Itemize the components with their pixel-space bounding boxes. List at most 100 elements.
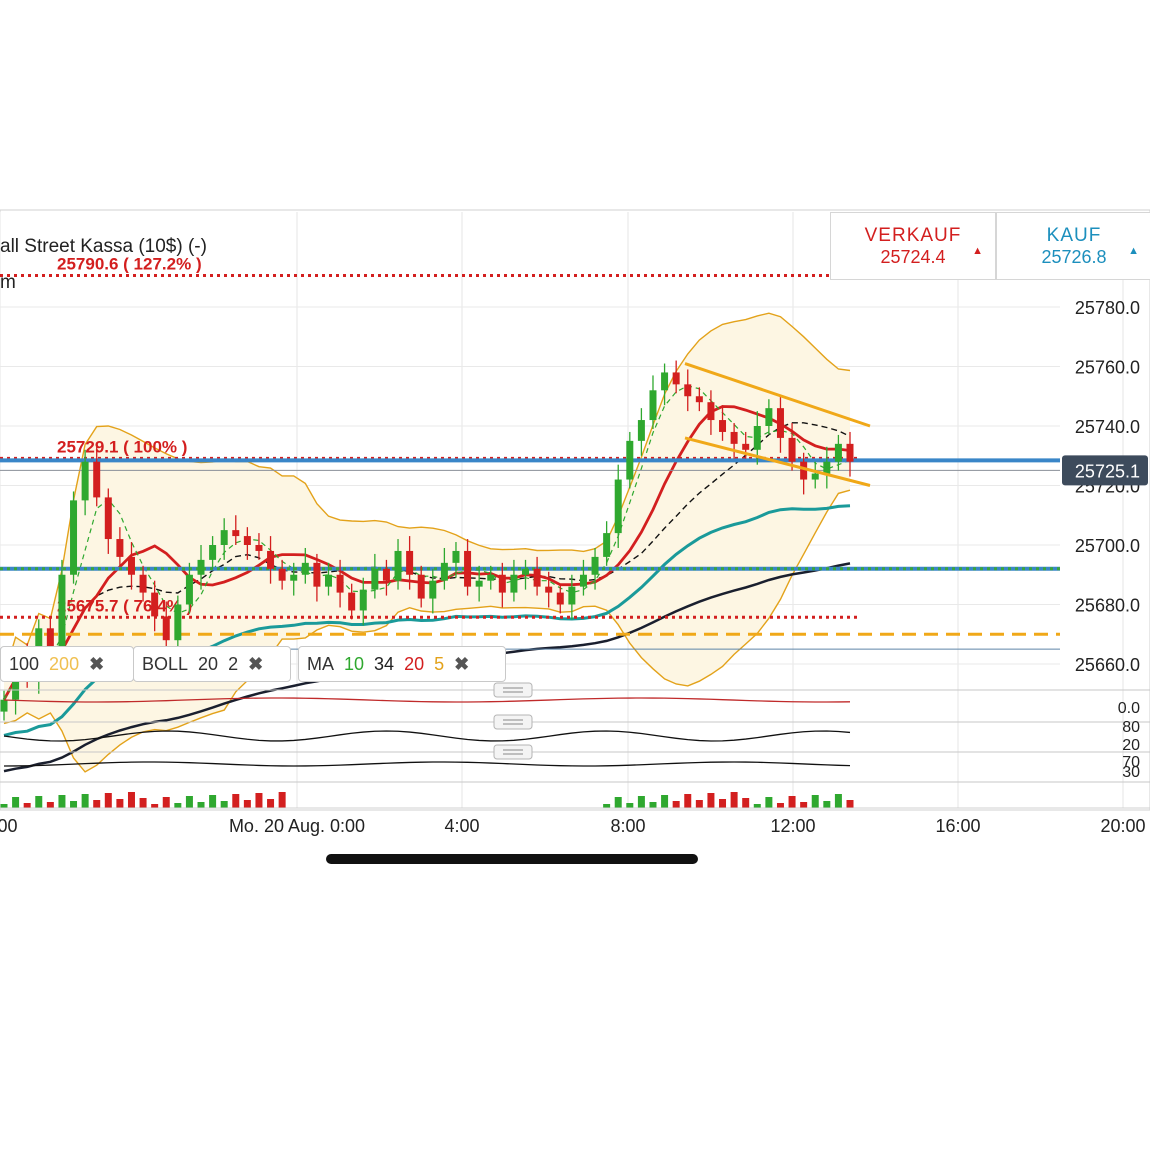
candle-body (116, 539, 124, 557)
x-tick-label: 4:00 (444, 816, 479, 836)
panel-resize-handle (493, 744, 533, 760)
candle-body (684, 384, 692, 397)
candle-body (0, 699, 8, 712)
indicator-chip-sma[interactable]: 100 200 ✖ (0, 646, 134, 682)
volume-bar (93, 800, 101, 808)
volume-bar (174, 803, 182, 808)
current-price-value: 25725.1 (1075, 461, 1140, 481)
volume-bar (70, 801, 78, 808)
indicator-chip-boll[interactable]: BOLL 20 2 ✖ (133, 646, 291, 682)
home-indicator[interactable] (326, 854, 698, 864)
volume-bar (672, 801, 680, 808)
volume-bar (139, 798, 147, 808)
candle-body (139, 574, 147, 593)
candle-body (522, 568, 530, 575)
volume-bar (811, 795, 819, 808)
candle-body (197, 559, 205, 575)
candle-body (707, 402, 715, 421)
candle-body (70, 500, 78, 575)
candle-body (348, 592, 356, 611)
timeframe-label: m (0, 272, 16, 293)
volume-bar (753, 804, 761, 808)
ma-34-line (3, 422, 851, 701)
volume-bar (197, 802, 205, 808)
candle-body (626, 440, 634, 480)
rsi-line (3, 761, 851, 767)
volume-bar (834, 794, 842, 808)
candle-body (406, 550, 414, 575)
volume-bar (742, 798, 750, 808)
candle-body (603, 533, 611, 557)
candle-body (209, 545, 217, 560)
candle-body (162, 616, 170, 641)
chip-param: 2 (228, 653, 239, 674)
candle-body (267, 550, 275, 569)
buy-label: KAUF (1046, 225, 1102, 246)
candle-body (846, 443, 854, 462)
close-icon[interactable]: ✖ (454, 653, 470, 674)
osc-tick-label: 20 (1122, 737, 1140, 754)
volume-bar (243, 800, 251, 808)
candle-body (81, 461, 89, 501)
candle-body (765, 408, 773, 426)
candle-body (823, 461, 831, 474)
candle-body (545, 586, 553, 593)
chip-param: 34 (374, 653, 395, 674)
candle-body (232, 530, 240, 537)
candle-body (487, 574, 495, 581)
candle-body (104, 497, 112, 540)
bollinger-upper (3, 312, 851, 677)
y-tick-label: 25760.0 (1075, 358, 1140, 378)
level-label: 25790.6 ( 127.2% ) (57, 254, 202, 273)
chip-param: 20 (404, 653, 425, 674)
volume-bar (695, 800, 703, 808)
sell-quote-button[interactable]: VERKAUF 25724.4 ▲ (830, 212, 996, 280)
indicator-chip-ma[interactable]: MA 10 34 20 5 ✖ (298, 646, 506, 682)
candle-body (579, 574, 587, 587)
buy-value: 25726.8 (1041, 247, 1107, 267)
candle-body (742, 443, 750, 450)
candle-body (568, 586, 576, 605)
close-icon[interactable]: ✖ (89, 653, 105, 674)
candle-body (776, 408, 784, 438)
x-tick-label: Mo. 20 Aug. 0:00 (229, 816, 365, 836)
close-icon[interactable]: ✖ (248, 653, 264, 674)
chip-param: 200 (49, 653, 80, 674)
osc-tick-label: 0.0 (1118, 700, 1140, 717)
volume-bar (788, 796, 796, 808)
candle-body (417, 574, 425, 599)
candle-body (278, 568, 286, 581)
x-tick-label: 6:00 (0, 816, 18, 836)
buy-quote-button[interactable]: KAUF 25726.8 ▲ (996, 212, 1150, 280)
volume-bar (46, 802, 54, 808)
volume-bar (81, 794, 89, 808)
candle-body (788, 437, 796, 462)
candle-body (290, 574, 298, 581)
volume-bar (116, 799, 124, 808)
chip-name: MA (307, 653, 334, 674)
sell-arrow-icon: ▲ (972, 245, 983, 257)
candle-body (174, 604, 182, 641)
sell-value: 25724.4 (880, 247, 946, 267)
candle-body (556, 592, 564, 605)
chip-param: 10 (344, 653, 365, 674)
candle-body (800, 461, 808, 480)
volume-bar (127, 792, 135, 808)
candle-body (591, 556, 599, 575)
candle-body (255, 545, 263, 551)
candle-body (324, 574, 332, 587)
volume-bar (151, 804, 159, 808)
x-tick-label: 20:00 (1100, 816, 1145, 836)
macd-line (3, 697, 851, 703)
volume-bar (12, 797, 20, 808)
volume-bar (232, 794, 240, 808)
candle-body (637, 420, 645, 441)
candle-body (359, 589, 367, 611)
volume-bar (603, 804, 611, 808)
candle-body (753, 426, 761, 450)
volume-bar (626, 803, 634, 808)
chip-param: 20 (198, 653, 219, 674)
instrument-title: all Street Kassa (10$) (-) (0, 236, 207, 257)
y-tick-label: 25700.0 (1075, 536, 1140, 556)
